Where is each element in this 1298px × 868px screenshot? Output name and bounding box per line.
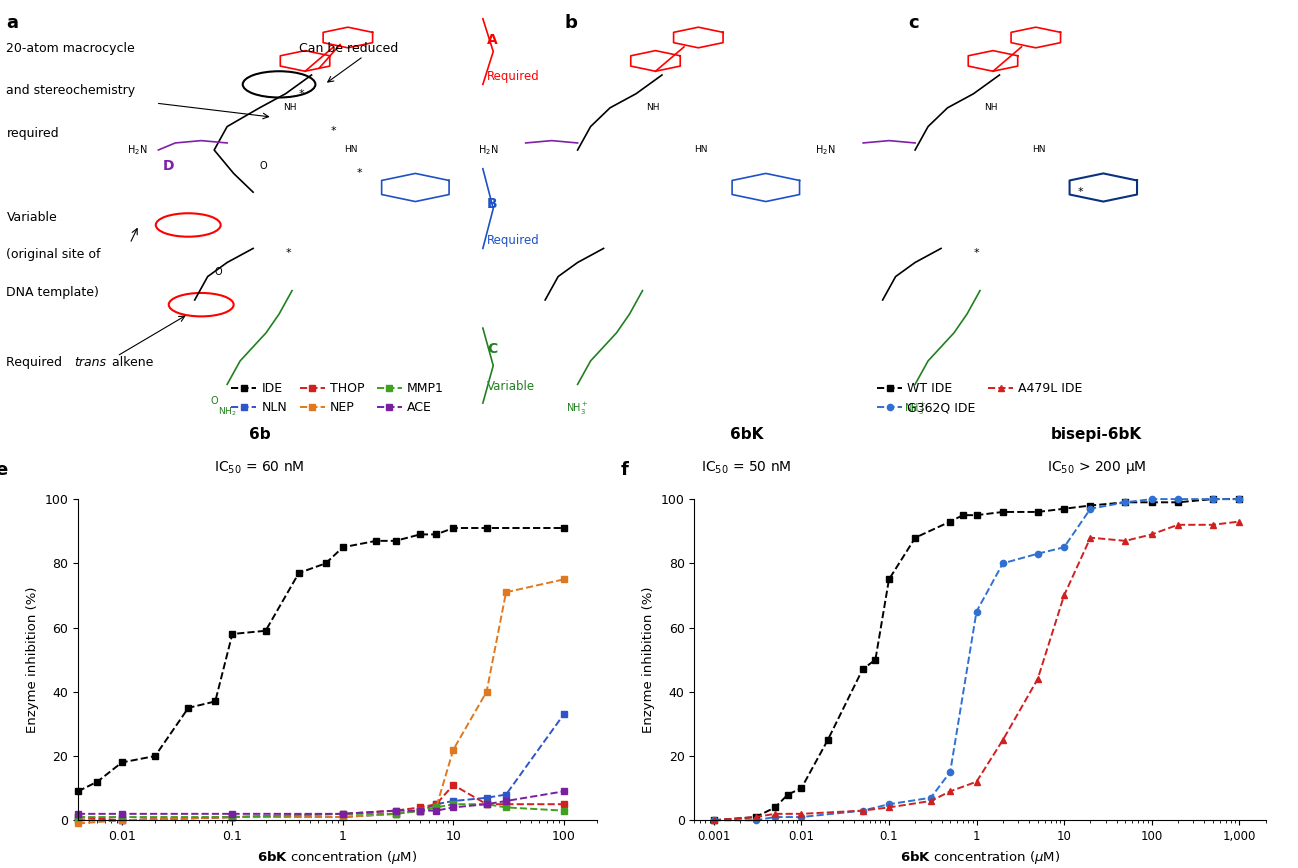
Text: D: D (162, 160, 174, 174)
Text: H$_2$N: H$_2$N (127, 143, 148, 157)
Text: B: B (487, 197, 497, 211)
Text: DNA template): DNA template) (6, 286, 100, 299)
Text: *: * (974, 248, 979, 258)
Text: NH$_3^+$: NH$_3^+$ (903, 401, 927, 417)
X-axis label: $\mathbf{6bK}$ concentration ($\mu$M): $\mathbf{6bK}$ concentration ($\mu$M) (900, 849, 1060, 865)
Text: *: * (1077, 187, 1083, 197)
Text: a: a (6, 14, 18, 32)
Text: NH: NH (283, 103, 296, 112)
Text: *: * (331, 126, 336, 136)
Text: *: * (357, 168, 362, 179)
Text: A: A (487, 33, 497, 47)
Text: bisepi-6bK: bisepi-6bK (1051, 426, 1142, 442)
Text: alkene: alkene (108, 356, 153, 369)
Text: NH$_3^+$: NH$_3^+$ (566, 401, 589, 417)
Text: O: O (260, 161, 267, 171)
Text: IC$_{50}$ = 50 nM: IC$_{50}$ = 50 nM (701, 459, 792, 476)
Text: c: c (909, 14, 919, 32)
Text: O: O (210, 396, 218, 406)
Text: IC$_{50}$ = 60 nM: IC$_{50}$ = 60 nM (214, 459, 305, 476)
X-axis label: $\mathbf{6bK}$ concentration ($\mu$M): $\mathbf{6bK}$ concentration ($\mu$M) (257, 849, 418, 865)
Text: NH$_2$: NH$_2$ (218, 405, 236, 418)
Text: H$_2$N: H$_2$N (815, 143, 836, 157)
Text: *: * (286, 248, 291, 258)
Y-axis label: Enzyme inhibition (%): Enzyme inhibition (%) (26, 587, 39, 733)
Text: Variable: Variable (487, 379, 535, 392)
Text: (original site of: (original site of (6, 248, 101, 261)
Text: 6b: 6b (249, 426, 270, 442)
Text: Required: Required (487, 70, 540, 83)
Text: NH: NH (984, 103, 997, 112)
Text: HN: HN (1032, 146, 1045, 155)
Text: Variable: Variable (6, 211, 57, 224)
Text: O: O (214, 266, 222, 277)
Text: e: e (0, 461, 6, 478)
Text: f: f (620, 461, 628, 478)
Text: 20-atom macrocycle: 20-atom macrocycle (6, 43, 135, 56)
Text: trans: trans (74, 356, 106, 369)
Text: HN: HN (344, 146, 357, 155)
Text: IC$_{50}$ > 200 μM: IC$_{50}$ > 200 μM (1047, 459, 1146, 477)
Legend: WT IDE, G362Q IDE, A479L IDE: WT IDE, G362Q IDE, A479L IDE (872, 377, 1088, 419)
Text: NH: NH (646, 103, 659, 112)
Text: *: * (299, 89, 304, 99)
Text: required: required (6, 127, 60, 140)
Text: b: b (565, 14, 578, 32)
Text: C: C (487, 342, 497, 356)
Text: Required: Required (6, 356, 66, 369)
Text: Required: Required (487, 234, 540, 247)
Text: Can be reduced: Can be reduced (299, 43, 397, 56)
Text: HN: HN (694, 146, 707, 155)
Y-axis label: Enzyme inhibition (%): Enzyme inhibition (%) (643, 587, 655, 733)
Text: 6bK: 6bK (729, 426, 763, 442)
Text: H$_2$N: H$_2$N (478, 143, 498, 157)
Legend: IDE, NLN, THOP, NEP, MMP1, ACE: IDE, NLN, THOP, NEP, MMP1, ACE (226, 377, 449, 419)
Text: and stereochemistry: and stereochemistry (6, 84, 135, 97)
